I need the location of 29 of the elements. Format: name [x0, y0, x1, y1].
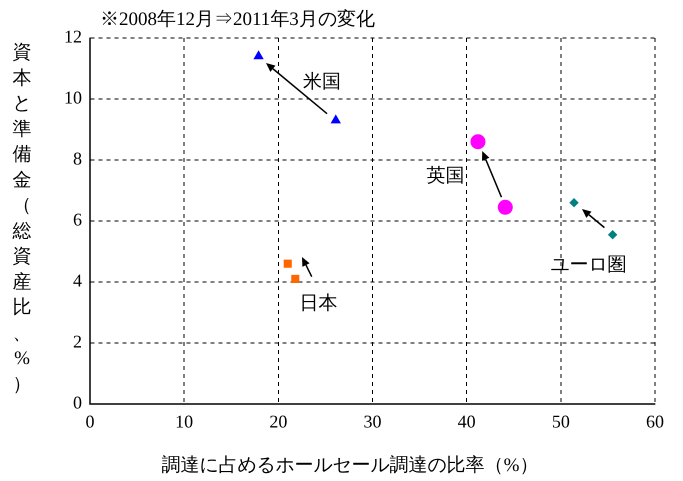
- point: [608, 230, 618, 240]
- x-tick-label: 20: [269, 412, 288, 432]
- point: [291, 274, 300, 283]
- point: [330, 114, 341, 124]
- series-label: 日本: [299, 292, 338, 314]
- y-tick-label: 10: [64, 88, 82, 108]
- x-tick-label: 30: [364, 412, 382, 432]
- series-label: ユーロ圏: [550, 254, 627, 276]
- series-label: 米国: [302, 71, 341, 92]
- chart-title: ※2008年12月⇒2011年3月の変化: [100, 8, 375, 32]
- x-tick-label: 10: [175, 412, 194, 432]
- x-tick-label: 0: [86, 412, 94, 432]
- point: [254, 50, 264, 60]
- x-tick-label: 50: [552, 412, 570, 432]
- point: [284, 260, 292, 268]
- x-tick-label: 40: [458, 412, 476, 432]
- series-label: 英国: [426, 165, 464, 186]
- y-tick-label: 6: [73, 210, 82, 230]
- point: [570, 198, 579, 208]
- point: [498, 200, 513, 215]
- y-tick-label: 4: [73, 270, 82, 291]
- y-tick-label: 8: [73, 148, 82, 169]
- x-axis-title: 調達に占めるホールセール調達の比率（%）: [160, 454, 540, 478]
- y-tick-label: 12: [64, 26, 82, 47]
- point: [470, 134, 486, 150]
- text: 資本と準備金（総資産比、%）: [12, 42, 32, 394]
- y-tick-label: 2: [73, 332, 82, 352]
- x-tick-label: 60: [646, 412, 664, 432]
- y-tick-label: 0: [73, 392, 82, 413]
